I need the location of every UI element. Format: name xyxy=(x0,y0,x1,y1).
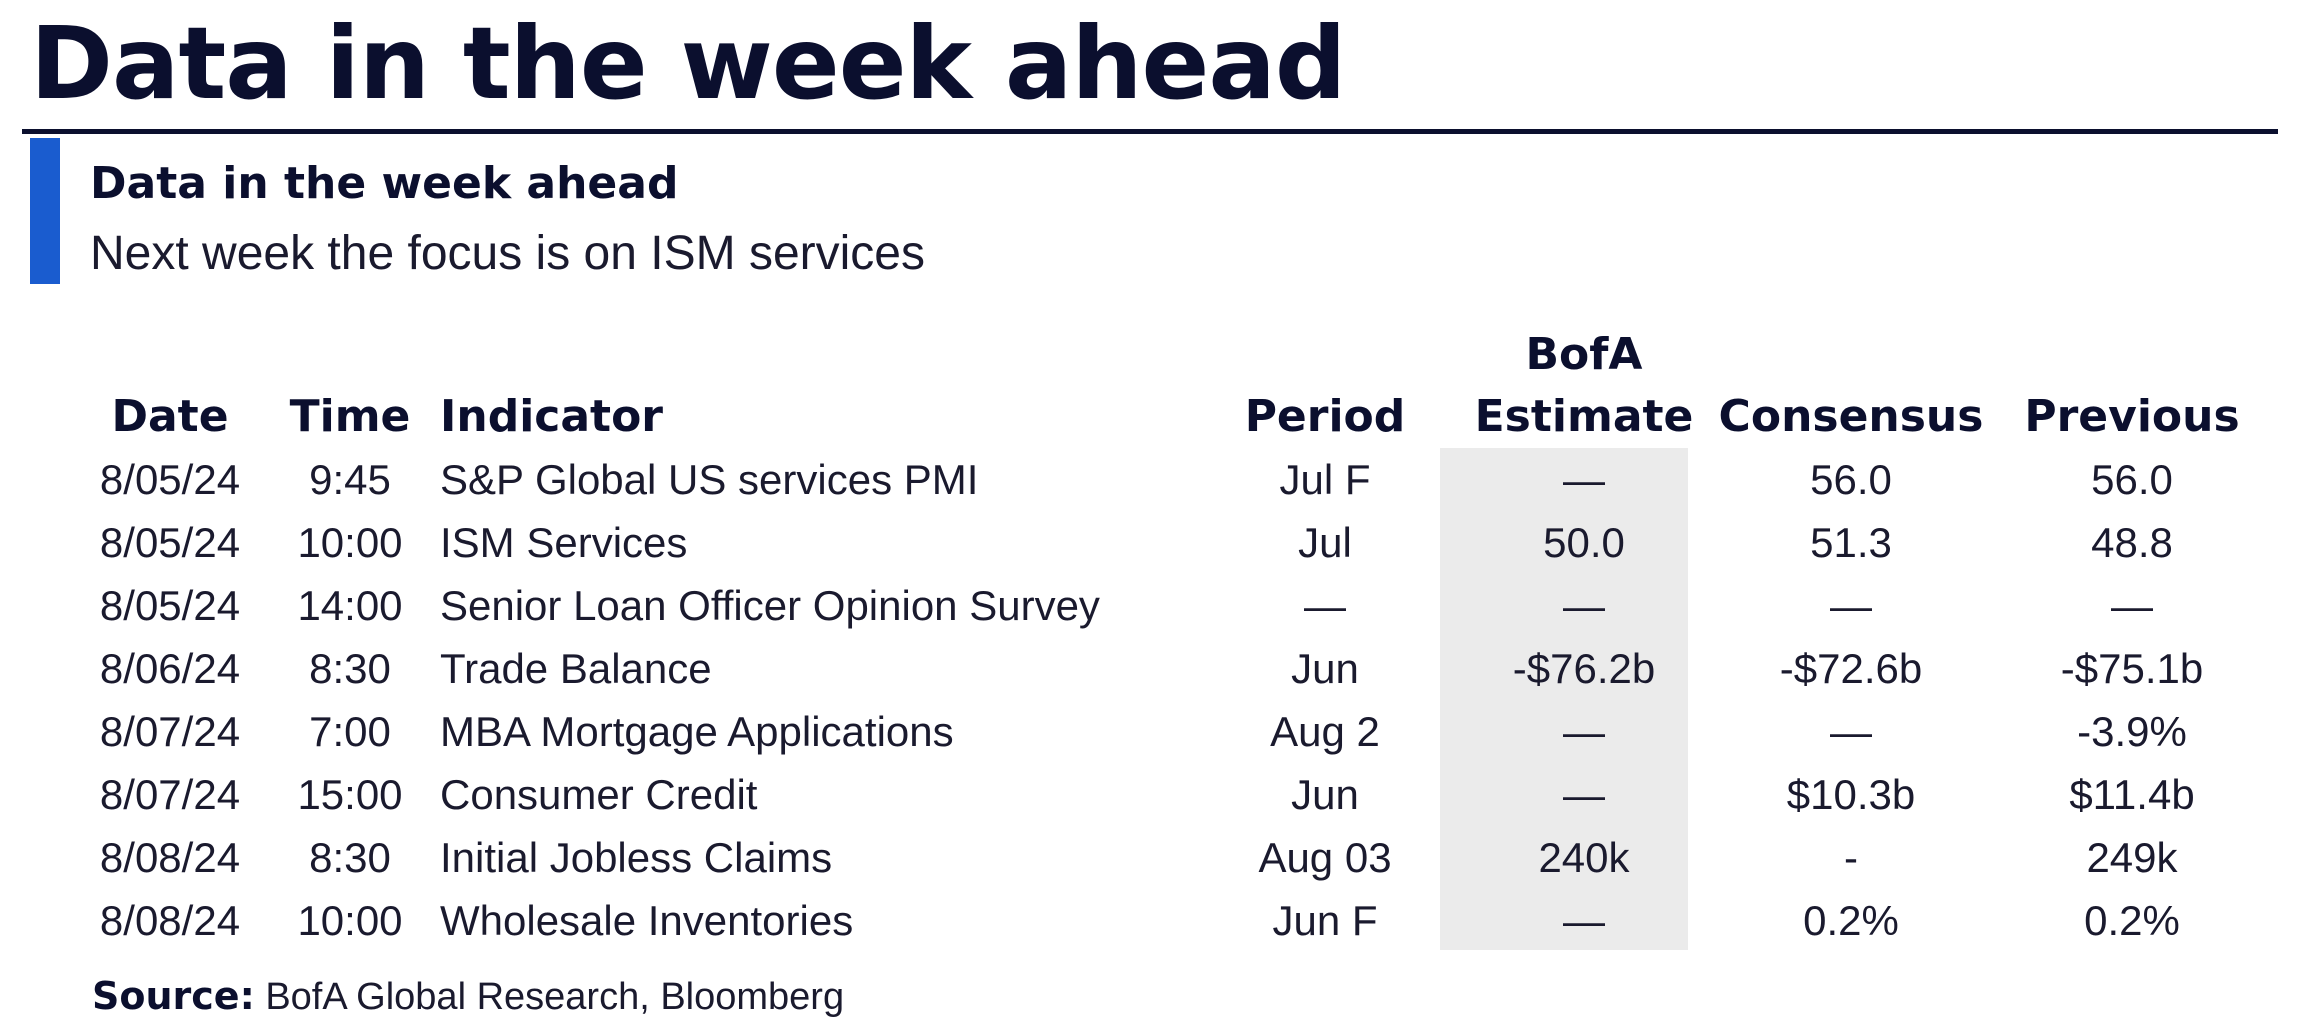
cell-date: 8/08/24 xyxy=(99,897,241,944)
header-date: Date xyxy=(111,391,229,442)
cell-consensus: - xyxy=(1844,834,1858,881)
header-previous: Previous xyxy=(2024,391,2240,442)
table-row: 8/08/24 8:30 Initial Jobless Claims Aug 03 2… xyxy=(80,826,2270,889)
cell-consensus: — xyxy=(1830,582,1872,629)
cell-consensus: $10.3b xyxy=(1786,771,1916,818)
cell-consensus: — xyxy=(1830,708,1872,755)
header-estimate-line1: BofA xyxy=(1525,329,1643,380)
cell-previous: 0.2% xyxy=(2084,897,2180,944)
cell-date: 8/07/24 xyxy=(99,771,241,818)
cell-consensus: -$72.6b xyxy=(1779,645,1923,692)
cell-bofa-estimate: — xyxy=(1563,582,1605,629)
source-note: Source: BofA Global Research, Bloomberg xyxy=(92,970,844,1023)
source-label: Source: xyxy=(92,974,255,1018)
cell-date: 8/05/24 xyxy=(99,582,241,629)
cell-bofa-estimate: — xyxy=(1563,897,1605,944)
cell-time: 8:30 xyxy=(309,834,391,881)
cell-indicator: Initial Jobless Claims xyxy=(440,834,833,881)
cell-bofa-estimate: 240k xyxy=(1538,834,1630,881)
table-row: 8/07/24 7:00 MBA Mortgage Applications Aug … xyxy=(80,700,2270,763)
title-divider xyxy=(22,129,2278,134)
cell-previous: 56.0 xyxy=(2091,456,2173,503)
header-estimate-line2: Estimate xyxy=(1474,391,1694,442)
exhibit-subtitle: Next week the focus is on ISM services xyxy=(90,227,925,280)
cell-indicator: Wholesale Inventories xyxy=(440,897,854,944)
cell-previous: -3.9% xyxy=(2077,708,2187,755)
cell-bofa-estimate: -$76.2b xyxy=(1512,645,1656,692)
cell-indicator: MBA Mortgage Applications xyxy=(440,708,954,755)
cell-consensus: 0.2% xyxy=(1803,897,1899,944)
table-row: 8/05/24 14:00 Senior Loan Officer Opinion … xyxy=(80,574,2270,637)
estimate-column-shading xyxy=(1440,448,1688,950)
cell-indicator: Senior Loan Officer Opinion Survey xyxy=(440,582,1100,629)
cell-time: 14:00 xyxy=(297,582,403,629)
cell-indicator: ISM Services xyxy=(440,519,688,566)
cell-indicator: Consumer Credit xyxy=(440,771,758,818)
cell-previous: $11.4b xyxy=(2069,771,2195,818)
exhibit-title: Data in the week ahead xyxy=(90,158,679,209)
header-indicator: Indicator xyxy=(440,391,664,442)
source-text: BofA Global Research, Bloomberg xyxy=(254,976,845,1018)
table-row: 8/05/24 9:45 S&P Global US services PMI Jul… xyxy=(80,448,2270,511)
cell-date: 8/07/24 xyxy=(99,708,241,755)
cell-period: — xyxy=(1304,582,1346,629)
cell-period: Jun F xyxy=(1272,897,1378,944)
cell-previous: — xyxy=(2111,582,2153,629)
cell-date: 8/05/24 xyxy=(99,456,241,503)
cell-previous: 249k xyxy=(2086,834,2178,881)
page-title: Data in the week ahead xyxy=(30,5,1346,122)
cell-bofa-estimate: — xyxy=(1563,456,1605,503)
cell-bofa-estimate: — xyxy=(1563,708,1605,755)
cell-date: 8/08/24 xyxy=(99,834,241,881)
cell-previous: -$75.1b xyxy=(2060,645,2204,692)
cell-time: 10:00 xyxy=(297,519,403,566)
header-consensus: Consensus xyxy=(1718,391,1984,442)
cell-period: Aug 03 xyxy=(1258,834,1392,881)
cell-previous: 48.8 xyxy=(2091,519,2173,566)
cell-time: 7:00 xyxy=(309,708,391,755)
table-row: 8/07/24 15:00 Consumer Credit Jun — $10.3b $11… xyxy=(80,763,2270,826)
cell-time: 8:30 xyxy=(309,645,391,692)
cell-period: Aug 2 xyxy=(1270,708,1380,755)
cell-time: 10:00 xyxy=(297,897,403,944)
cell-bofa-estimate: 50.0 xyxy=(1543,519,1625,566)
cell-consensus: 51.3 xyxy=(1810,519,1892,566)
table-row: 8/08/24 10:00 Wholesale Inventories Jun F — 0… xyxy=(80,889,2270,952)
table-body: 8/05/24 9:45 S&P Global US services PMI Jul… xyxy=(80,448,2270,952)
cell-bofa-estimate: — xyxy=(1563,771,1605,818)
cell-indicator: Trade Balance xyxy=(440,645,712,692)
cell-date: 8/06/24 xyxy=(99,645,241,692)
exhibit-accent-bar xyxy=(30,138,60,284)
table-header-row: Date Time Indicator Period BofA Estimate … xyxy=(80,320,2270,448)
header-time: Time xyxy=(289,391,411,442)
cell-period: Jun xyxy=(1291,771,1359,818)
cell-time: 9:45 xyxy=(309,456,391,503)
table-row: 8/06/24 8:30 Trade Balance Jun -$76.2b -$72.6… xyxy=(80,637,2270,700)
cell-consensus: 56.0 xyxy=(1810,456,1892,503)
header-bofa-estimate: BofA Estimate xyxy=(1460,320,1708,448)
cell-indicator: S&P Global US services PMI xyxy=(440,456,979,503)
cell-period: Jul F xyxy=(1279,456,1371,503)
cell-time: 15:00 xyxy=(297,771,403,818)
header-period: Period xyxy=(1244,391,1406,442)
cell-date: 8/05/24 xyxy=(99,519,241,566)
cell-period: Jun xyxy=(1291,645,1359,692)
cell-period: Jul xyxy=(1298,519,1352,566)
table-row: 8/05/24 10:00 ISM Services Jul 50.0 51.3 48.8 xyxy=(80,511,2270,574)
economic-calendar-table: Date Time Indicator Period BofA Estimate … xyxy=(80,320,2270,952)
